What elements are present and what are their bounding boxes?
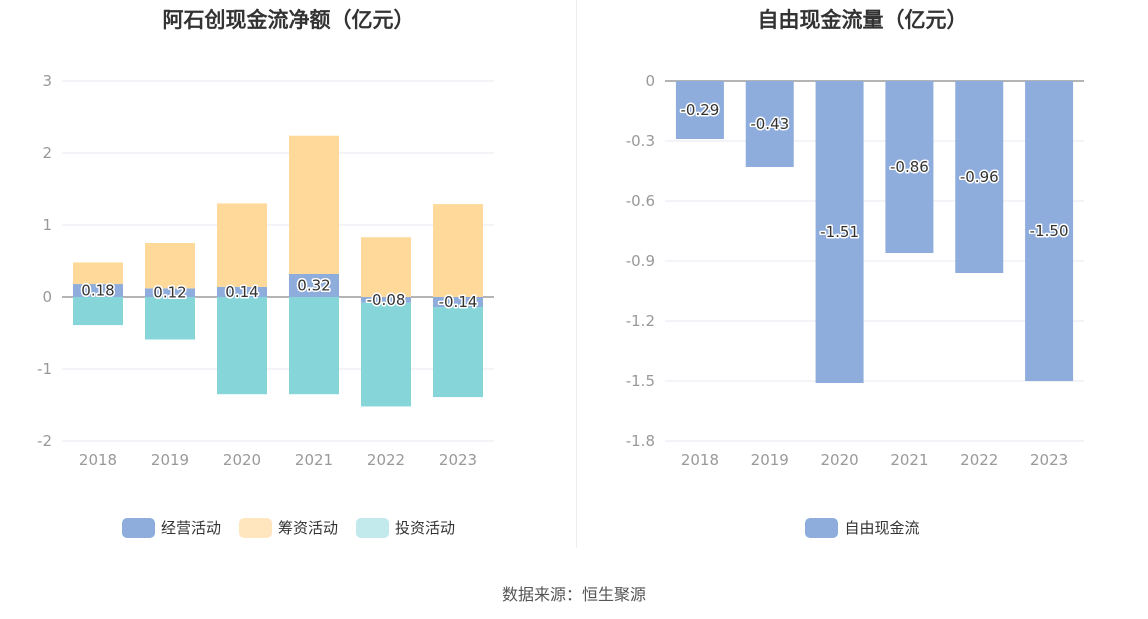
x-tick-label: 2023 xyxy=(439,451,477,469)
legend-swatch-investing xyxy=(356,517,389,538)
y-tick-label: -2 xyxy=(37,432,52,450)
y-tick-label: -1.2 xyxy=(626,312,655,330)
bar-筹资活动-2020 xyxy=(217,203,267,287)
legend-label-operating: 经营活动 xyxy=(160,519,221,537)
bar-自由现金流-2021 xyxy=(885,81,934,253)
x-tick-label: 2018 xyxy=(79,451,117,469)
free-cashflow-chart-panel: 自由现金流量（亿元） -1.8 -1.5 -1.2 -0.9 -0.6 -0.3 0 2018… xyxy=(577,0,1148,560)
legend-label-free-cashflow: 自由现金流 xyxy=(844,519,920,537)
x-tick-label: 2021 xyxy=(890,451,928,469)
x-tick-label: 2019 xyxy=(751,451,789,469)
legend-label-financing: 筹资活动 xyxy=(277,519,338,537)
data-source-note: 数据来源：恒生聚源 xyxy=(501,585,646,604)
bar-自由现金流-2022 xyxy=(955,81,1004,273)
data-label-经营活动-2018: 0.18 xyxy=(81,282,114,300)
bar-经营活动-2022 xyxy=(361,297,411,303)
free-cashflow-legend: 自由现金流 xyxy=(577,517,1148,538)
bar-投资活动-2020 xyxy=(217,297,267,395)
data-label-经营活动-2020: 0.14 xyxy=(225,283,258,301)
y-tick-label: 0 xyxy=(645,72,655,90)
legend-item-free-cashflow[interactable]: 自由现金流 xyxy=(805,517,920,538)
data-label-自由现金流-2018: -0.29 xyxy=(681,101,720,119)
y-tick-label: 3 xyxy=(42,72,52,90)
legend-swatch-financing xyxy=(238,517,272,538)
data-label-自由现金流-2023: -1.50 xyxy=(1030,222,1069,240)
cashflow-chart-title: 阿石创现金流净额（亿元） xyxy=(162,8,415,32)
bar-自由现金流-2020 xyxy=(815,81,864,383)
y-tick-label: 0 xyxy=(42,288,52,306)
bar-经营活动-2023 xyxy=(433,297,483,308)
cashflow-net-chart: -2 -1 0 1 2 3 2018 2019 2020 2021 2022 2023 0.18 0.12… xyxy=(37,72,494,469)
cashflow-legend: 经营活动 筹资活动 投资活动 xyxy=(0,517,577,538)
bar-筹资活动-2019 xyxy=(145,243,195,289)
legend-item-investing[interactable]: 投资活动 xyxy=(356,517,455,538)
x-tick-label: 2018 xyxy=(681,451,719,469)
legend-swatch-free-cashflow xyxy=(805,517,839,538)
legend-item-operating[interactable]: 经营活动 xyxy=(121,517,221,538)
legend-label-investing: 投资活动 xyxy=(395,519,456,537)
x-tick-label: 2021 xyxy=(295,451,333,469)
data-label-经营活动-2019: 0.12 xyxy=(153,284,186,302)
bar-筹资活动-2018 xyxy=(73,262,123,285)
data-label-经营活动-2023: -0.14 xyxy=(439,293,478,311)
bar-筹资活动-2022 xyxy=(361,237,411,297)
y-tick-label: -1 xyxy=(37,360,52,378)
x-tick-label: 2022 xyxy=(960,451,998,469)
data-label-自由现金流-2022: -0.96 xyxy=(960,168,999,186)
y-tick-label: -0.9 xyxy=(626,252,655,270)
y-tick-label: -0.3 xyxy=(626,132,655,150)
bar-投资活动-2021 xyxy=(289,297,339,395)
data-label-自由现金流-2021: -0.86 xyxy=(890,158,929,176)
data-label-经营活动-2022: -0.08 xyxy=(367,291,406,309)
y-tick-label: 1 xyxy=(42,216,52,234)
y-tick-label: -0.6 xyxy=(626,192,655,210)
bar-筹资活动-2021 xyxy=(289,135,339,274)
data-label-经营活动-2021: 0.32 xyxy=(297,276,330,294)
bar-投资活动-2018 xyxy=(73,297,123,326)
bar-经营活动-2020 xyxy=(217,286,267,297)
panel-divider xyxy=(576,0,577,548)
x-tick-label: 2023 xyxy=(1030,451,1068,469)
bar-筹资活动-2023 xyxy=(433,204,483,297)
bar-经营活动-2019 xyxy=(145,288,195,297)
bar-经营活动-2018 xyxy=(73,284,123,297)
data-label-自由现金流-2020: -1.51 xyxy=(820,223,859,241)
y-tick-label: 2 xyxy=(42,144,52,162)
bar-自由现金流-2019 xyxy=(745,81,794,167)
cashflow-net-chart-panel: 阿石创现金流净额（亿元） -2 -1 0 1 2 3 2018 2019 2020 2021 202… xyxy=(0,0,577,560)
y-tick-label: -1.8 xyxy=(626,432,655,450)
legend-item-financing[interactable]: 筹资活动 xyxy=(238,517,338,538)
bar-自由现金流-2023 xyxy=(1025,81,1074,381)
y-tick-label: -1.5 xyxy=(626,372,655,390)
x-tick-label: 2022 xyxy=(367,451,405,469)
free-cashflow-chart: -1.8 -1.5 -1.2 -0.9 -0.6 -0.3 0 2018 2019 2020 202… xyxy=(626,72,1084,469)
bar-经营活动-2021 xyxy=(289,273,339,297)
bar-投资活动-2019 xyxy=(145,297,195,340)
bar-投资活动-2022 xyxy=(361,302,411,407)
free-cashflow-chart-title: 自由现金流量（亿元） xyxy=(757,8,968,32)
x-tick-label: 2020 xyxy=(820,451,858,469)
x-tick-label: 2020 xyxy=(223,451,261,469)
legend-swatch-operating xyxy=(121,517,155,538)
bar-自由现金流-2018 xyxy=(675,81,724,139)
bar-投资活动-2023 xyxy=(433,307,483,398)
data-label-自由现金流-2019: -0.43 xyxy=(750,115,789,133)
x-tick-label: 2019 xyxy=(151,451,189,469)
